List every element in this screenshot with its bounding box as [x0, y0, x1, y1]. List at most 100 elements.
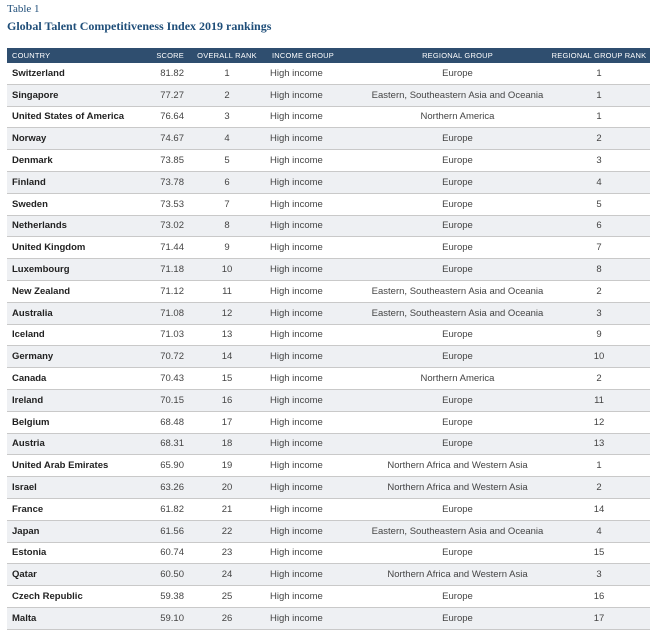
cell-overall-rank: 16 [187, 389, 267, 412]
cell-regional-group: Europe [367, 542, 548, 565]
table-row: Finland 73.78 6 High income Europe 4 [7, 171, 650, 194]
table-row: Ireland 70.15 16 High income Europe 11 [7, 389, 650, 412]
cell-overall-rank: 11 [187, 280, 267, 303]
cell-regional-group: Europe [367, 63, 548, 85]
cell-overall-rank: 10 [187, 258, 267, 281]
cell-country: Germany [7, 345, 141, 369]
cell-regional-group-rank: 4 [548, 171, 650, 194]
header-country: COUNTRY [7, 48, 141, 63]
cell-income-group: High income [267, 542, 367, 565]
cell-regional-group-rank: 1 [548, 63, 650, 85]
cell-regional-group-rank: 3 [548, 563, 650, 587]
cell-regional-group: Europe [367, 236, 548, 260]
cell-income-group: High income [267, 585, 367, 608]
table-row: France 61.82 21 High income Europe 14 [7, 498, 650, 521]
cell-country: Switzerland [7, 63, 141, 85]
table-row: Austria 68.31 18 High income Europe 13 [7, 433, 650, 456]
cell-score: 76.64 [141, 106, 187, 129]
cell-regional-group-rank: 3 [548, 302, 650, 325]
cell-overall-rank: 9 [187, 236, 267, 260]
cell-regional-group-rank: 12 [548, 411, 650, 434]
cell-score: 70.15 [141, 389, 187, 412]
cell-country: France [7, 498, 141, 521]
cell-regional-group-rank: 15 [548, 542, 650, 565]
cell-income-group: High income [267, 476, 367, 499]
cell-overall-rank: 26 [187, 607, 267, 630]
cell-regional-group: Northern Africa and Western Asia [367, 454, 548, 478]
table-row: Germany 70.72 14 High income Europe 10 [7, 345, 650, 369]
cell-regional-group-rank: 2 [548, 476, 650, 499]
cell-country: Canada [7, 367, 141, 390]
cell-country: Singapore [7, 84, 141, 107]
cell-country: Denmark [7, 149, 141, 172]
cell-regional-group: Europe [367, 345, 548, 369]
cell-regional-group: Eastern, Southeastern Asia and Oceania [367, 520, 548, 543]
cell-income-group: High income [267, 127, 367, 151]
cell-regional-group: Eastern, Southeastern Asia and Oceania [367, 84, 548, 107]
cell-score: 68.48 [141, 411, 187, 434]
cell-regional-group-rank: 2 [548, 280, 650, 303]
table-row: Switzerland 81.82 1 High income Europe 1 [7, 63, 650, 85]
table-row: Belgium 68.48 17 High income Europe 12 [7, 411, 650, 434]
cell-overall-rank: 12 [187, 302, 267, 325]
cell-country: Ireland [7, 389, 141, 412]
cell-overall-rank: 5 [187, 149, 267, 172]
table-row: Estonia 60.74 23 High income Europe 15 [7, 542, 650, 565]
cell-regional-group: Europe [367, 498, 548, 521]
cell-regional-group: Northern America [367, 106, 548, 129]
cell-regional-group: Europe [367, 607, 548, 630]
table-row: Qatar 60.50 24 High income Northern Africa a… [7, 563, 650, 587]
header-score: SCORE [141, 48, 187, 63]
table-row: Singapore 77.27 2 High income Eastern, South… [7, 84, 650, 107]
cell-score: 81.82 [141, 63, 187, 85]
cell-regional-group-rank: 14 [548, 498, 650, 521]
cell-regional-group-rank: 9 [548, 324, 650, 347]
cell-score: 68.31 [141, 433, 187, 456]
cell-income-group: High income [267, 607, 367, 630]
cell-overall-rank: 20 [187, 476, 267, 499]
cell-income-group: High income [267, 520, 367, 543]
table-row: United Kingdom 71.44 9 High income Europe 7 [7, 236, 650, 260]
cell-regional-group: Northern Africa and Western Asia [367, 476, 548, 499]
rankings-table: COUNTRY SCORE OVERALL RANK INCOME GROUP … [7, 48, 650, 630]
cell-regional-group: Europe [367, 149, 548, 172]
cell-score: 59.10 [141, 607, 187, 630]
cell-overall-rank: 2 [187, 84, 267, 107]
cell-regional-group-rank: 2 [548, 367, 650, 390]
cell-country: United States of America [7, 106, 141, 129]
cell-score: 73.78 [141, 171, 187, 194]
header-overall-rank: OVERALL RANK [187, 48, 267, 63]
cell-income-group: High income [267, 215, 367, 238]
cell-regional-group: Europe [367, 193, 548, 216]
cell-regional-group-rank: 10 [548, 345, 650, 369]
cell-income-group: High income [267, 389, 367, 412]
cell-regional-group: Europe [367, 433, 548, 456]
cell-regional-group: Europe [367, 127, 548, 151]
table-title: Global Talent Competitiveness Index 2019… [7, 19, 272, 33]
table-row: Netherlands 73.02 8 High income Europe 6 [7, 215, 650, 238]
cell-country: Malta [7, 607, 141, 630]
cell-country: Finland [7, 171, 141, 194]
cell-country: Qatar [7, 563, 141, 587]
table-row: Malta 59.10 26 High income Europe 17 [7, 607, 650, 630]
cell-regional-group: Europe [367, 389, 548, 412]
cell-country: New Zealand [7, 280, 141, 303]
cell-country: Czech Republic [7, 585, 141, 608]
cell-regional-group: Europe [367, 215, 548, 238]
cell-regional-group: Northern America [367, 367, 548, 390]
cell-country: Belgium [7, 411, 141, 434]
table-row: New Zealand 71.12 11 High income Eastern, So… [7, 280, 650, 303]
cell-country: United Arab Emirates [7, 454, 141, 478]
table-row: Luxembourg 71.18 10 High income Europe 8 [7, 258, 650, 281]
cell-regional-group-rank: 5 [548, 193, 650, 216]
cell-score: 74.67 [141, 127, 187, 151]
table-row: Canada 70.43 15 High income Northern America… [7, 367, 650, 390]
cell-score: 60.74 [141, 542, 187, 565]
cell-country: Netherlands [7, 215, 141, 238]
cell-country: Sweden [7, 193, 141, 216]
cell-income-group: High income [267, 236, 367, 260]
cell-score: 77.27 [141, 84, 187, 107]
cell-overall-rank: 13 [187, 324, 267, 347]
cell-overall-rank: 3 [187, 106, 267, 129]
cell-regional-group-rank: 7 [548, 236, 650, 260]
